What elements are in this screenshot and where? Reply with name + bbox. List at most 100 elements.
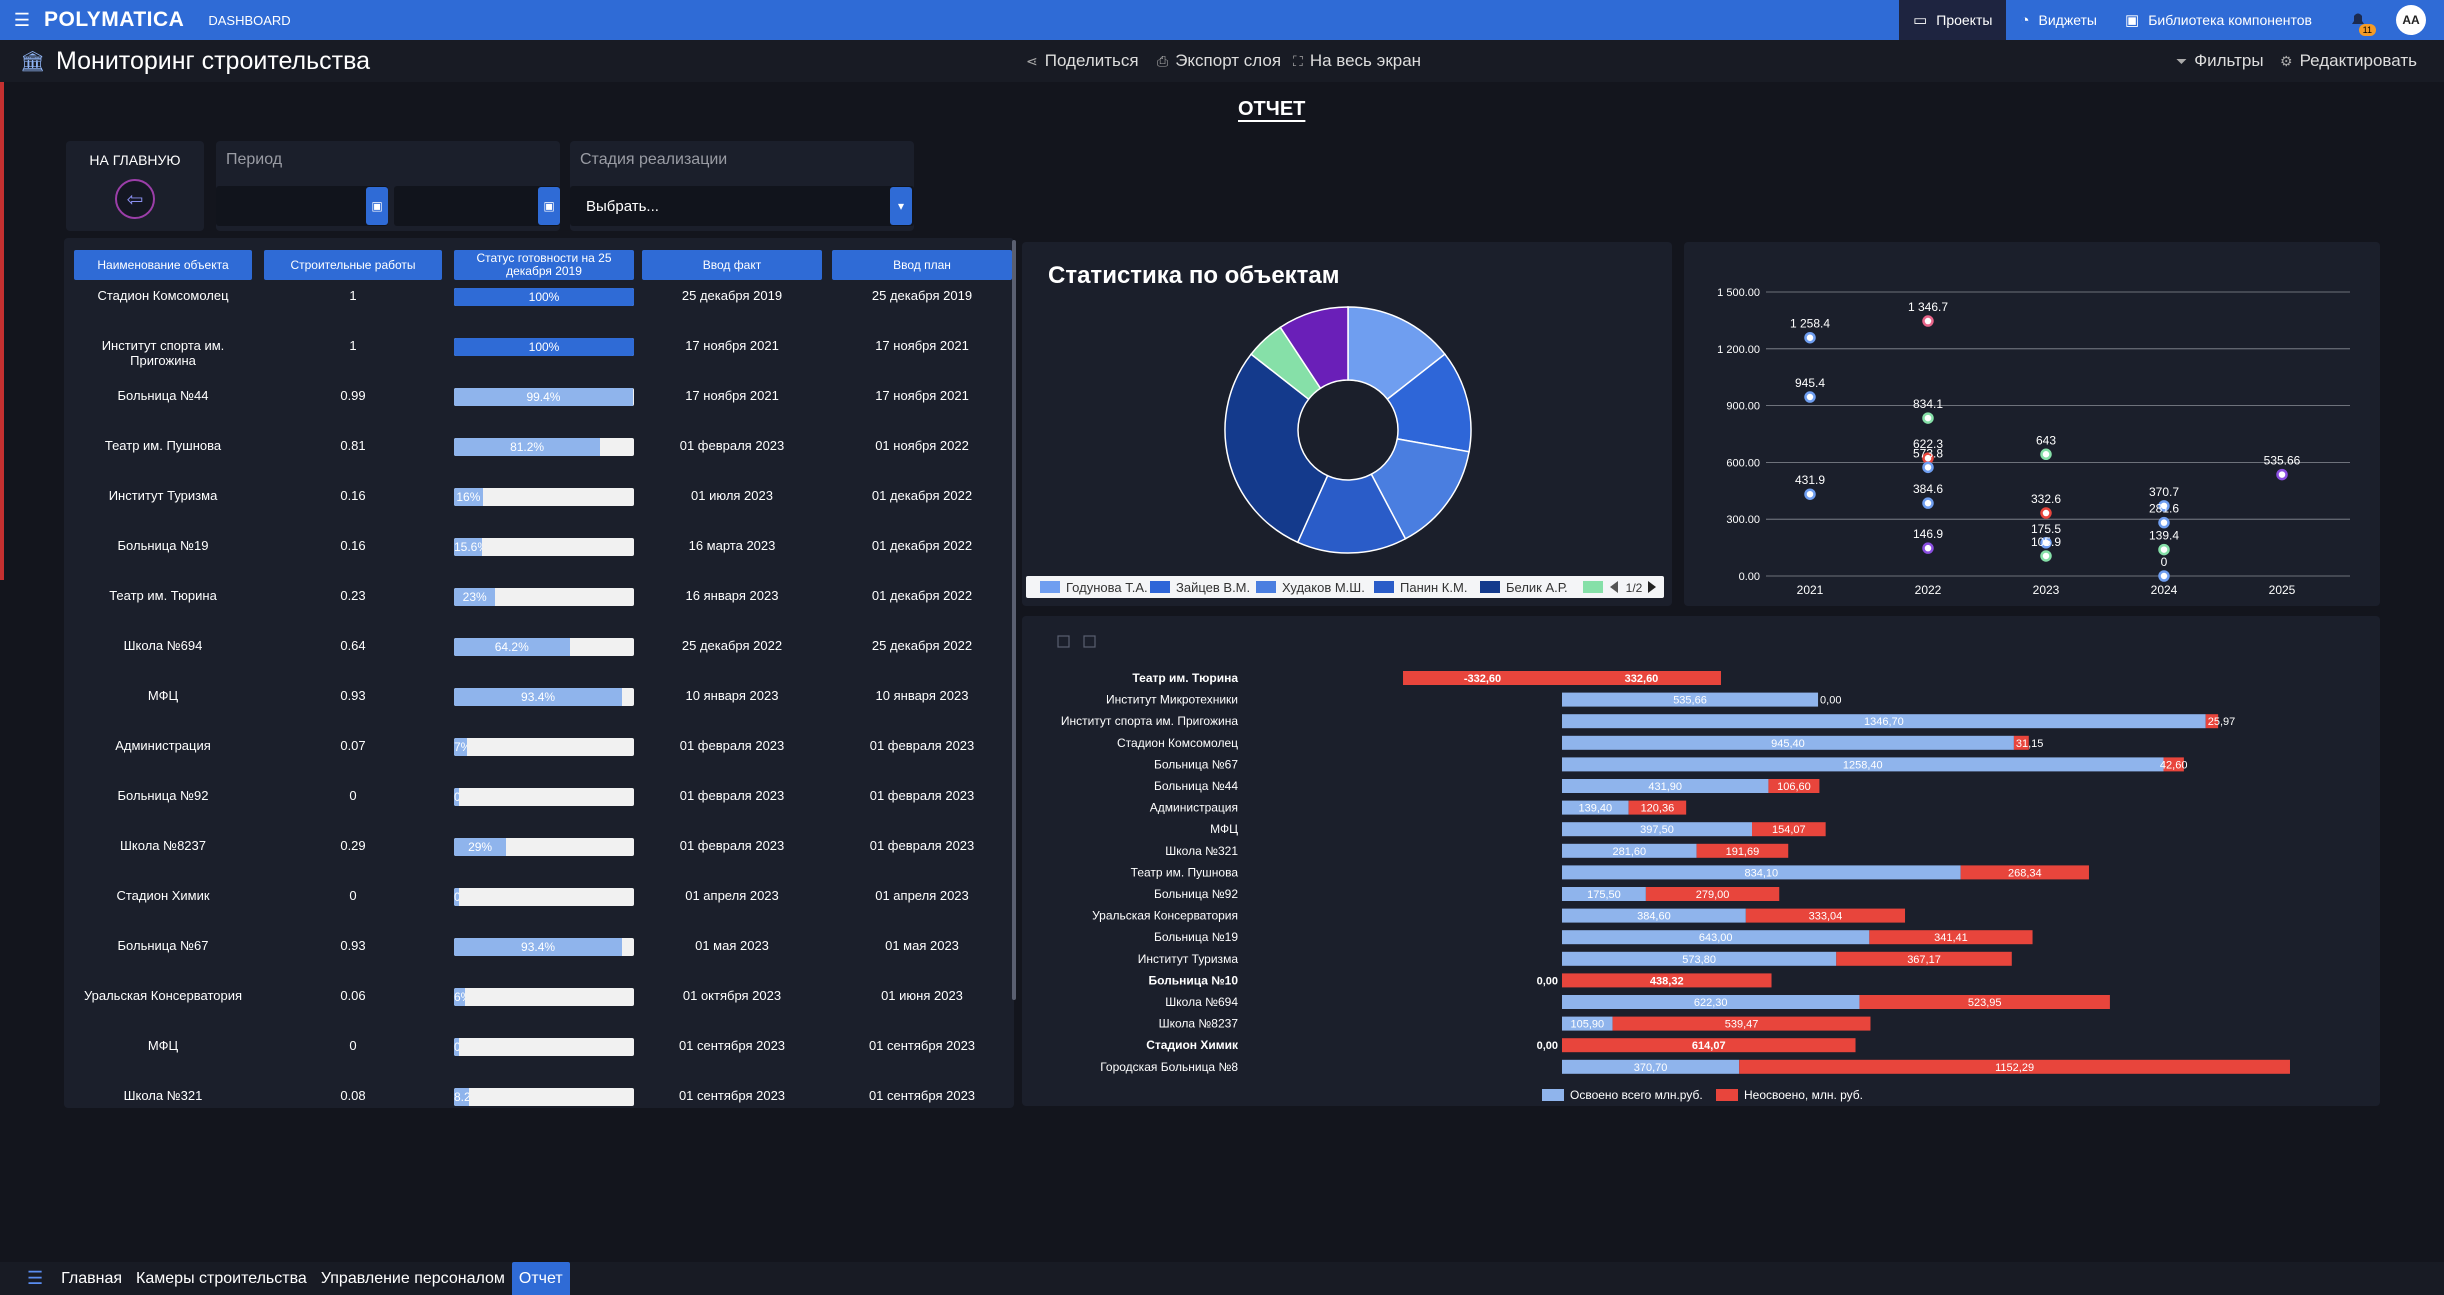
nav-projects[interactable]: ▭ Проекты: [1899, 0, 2007, 40]
table-row[interactable]: Стадион Комсомолец 1 25 декабря 2019 25 дек…: [64, 284, 1014, 334]
cell-fact: 01 октября 2023: [682, 988, 782, 1003]
fullscreen-button[interactable]: ⛶ На весь экран: [1293, 51, 1421, 71]
calendar-icon[interactable]: ▣: [366, 187, 388, 225]
cell-work: 0: [349, 1038, 357, 1053]
bar-segment-mastered: [1562, 735, 2014, 750]
avatar[interactable]: AA: [2396, 5, 2426, 35]
bar-value-label: 614,07: [1692, 1040, 1726, 1052]
building-icon: 🏛: [20, 51, 46, 73]
table-row[interactable]: Администрация 0.07 01 февраля 2023 01 февра…: [64, 734, 1014, 784]
pie-slice: [1296, 473, 1407, 554]
legend-label: Зайцев В.М.: [1176, 580, 1250, 595]
cell-name: Больница №67: [117, 938, 209, 953]
arrow-left-icon[interactable]: ⇦: [115, 179, 155, 219]
table-row[interactable]: МФЦ 0.93 10 января 2023 10 января 2023 93.4%: [64, 684, 1014, 734]
cell-fact: 01 февраля 2023: [679, 788, 785, 803]
nav-widgets-label: Виджеты: [2038, 12, 2098, 28]
legend-label: Неосвоено, млн. руб.: [1744, 1088, 1863, 1102]
scatter-point: [1922, 461, 1934, 474]
table-row[interactable]: МФЦ 0 01 сентября 2023 01 сентября 2023 0%: [64, 1034, 1014, 1084]
col-header-name[interactable]: Наименование объекта: [74, 250, 252, 280]
progress-bar: 93.4%: [454, 688, 634, 706]
bar-segment-mastered: [1562, 951, 1837, 966]
cell-work: 0.93: [340, 938, 366, 953]
cell-plan: 01 декабря 2022: [871, 538, 973, 553]
share-button[interactable]: ⋖ Поделиться: [1026, 51, 1139, 71]
nav-library[interactable]: ▣ Библиотека компонентов: [2111, 0, 2326, 40]
point-label: 139.4: [2149, 529, 2179, 543]
table-row[interactable]: Больница №19 0.16 16 марта 2023 01 декабря …: [64, 534, 1014, 584]
tab-personnel[interactable]: Управление персоналом: [320, 1270, 505, 1287]
progress-bar: 8.2%: [454, 1088, 634, 1106]
filters-button[interactable]: ⏷ Фильтры: [2176, 51, 2264, 71]
bar-segment-mastered: [1562, 757, 2164, 772]
cell-plan: 01 февраля 2023: [869, 838, 975, 853]
scatter-chart: 0.00 300.00 600.00 900.00 1 200.00 1 500.00 20…: [1717, 287, 2350, 597]
notifications-button[interactable]: 11: [2344, 6, 2376, 36]
cell-work: 0: [349, 888, 357, 903]
y-tick-label: 0.00: [1739, 571, 1760, 583]
category-label: Больница №67: [1154, 757, 1238, 771]
tab-home[interactable]: Главная: [61, 1270, 123, 1287]
chevron-down-icon[interactable]: ▾: [890, 187, 912, 225]
cell-plan: 01 февраля 2023: [869, 788, 975, 803]
nav-widgets[interactable]: ◔ Виджеты: [2006, 0, 2111, 40]
table-row[interactable]: Уральская Консерватория 0.06 01 октября 20…: [64, 984, 1014, 1034]
table-row[interactable]: Школа №8237 0.29 01 февраля 2023 01 февраля…: [64, 834, 1014, 884]
bar-segment-mastered: [1562, 800, 1629, 815]
bar-value-label: 332,60: [1625, 673, 1659, 685]
bar-value-label: 31,15: [2016, 738, 2044, 750]
cell-name: Институт Туризма: [108, 488, 218, 503]
table-row[interactable]: Театр им. Пушнова 0.81 01 февраля 2023 01 н…: [64, 434, 1014, 484]
scatter-point: [1922, 315, 1934, 327]
nav-library-label: Библиотека компонентов: [2148, 12, 2312, 28]
filters-label: Фильтры: [2194, 51, 2264, 70]
bar-value-label: 333,04: [1809, 911, 1843, 923]
table-row[interactable]: Больница №92 0 01 февраля 2023 01 февраля 2…: [64, 784, 1014, 834]
tab-cameras[interactable]: Камеры строительства: [136, 1270, 307, 1287]
cell-fact: 01 июля 2023: [691, 488, 773, 503]
export-button[interactable]: ⎙ Экспорт слоя: [1157, 51, 1281, 71]
col-header-plan[interactable]: Ввод план: [832, 250, 1012, 280]
table-row[interactable]: Стадион Химик 0 01 апреля 2023 01 апреля 20…: [64, 884, 1014, 934]
cell-plan: 01 декабря 2022: [871, 588, 973, 603]
edit-button[interactable]: ⚙ Редактировать: [2280, 51, 2417, 71]
table-row[interactable]: Институт Туризма 0.16 01 июля 2023 01 декаб…: [64, 484, 1014, 534]
y-tick-label: 900.00: [1726, 401, 1760, 413]
progress-bar: 0%: [454, 1038, 634, 1056]
table-row[interactable]: Институт спорта им. Пригожина 1 17 ноября …: [64, 334, 1014, 384]
progress-fill: 23%: [454, 588, 496, 606]
tab-report[interactable]: Отчет: [511, 1262, 570, 1295]
calendar-icon[interactable]: ▣: [538, 187, 560, 225]
bar-segment-mastered: [1562, 714, 2206, 729]
col-header-work[interactable]: Строительные работы: [264, 250, 442, 280]
stage-select[interactable]: Выбрать...: [570, 186, 914, 226]
category-label: МФЦ: [1210, 822, 1238, 836]
table-row[interactable]: Больница №44 0.99 17 ноября 2021 17 ноября …: [64, 384, 1014, 434]
table-row[interactable]: Больница №67 0.93 01 мая 2023 01 мая 2023 93…: [64, 934, 1014, 984]
home-card[interactable]: НА ГЛАВНУЮ ⇦: [66, 141, 204, 231]
col-header-fact[interactable]: Ввод факт: [642, 250, 822, 280]
table-row[interactable]: Школа №321 0.08 01 сентября 2023 01 сентябр…: [64, 1084, 1014, 1108]
legend-swatch: [1542, 1089, 1564, 1101]
point-label: 146.9: [1913, 527, 1943, 541]
fullscreen-icon: ⛶: [1293, 52, 1303, 69]
table-row[interactable]: Театр им. Тюрина 0.23 16 января 2023 01 дек…: [64, 584, 1014, 634]
bar-value-label: 139,40: [1578, 803, 1612, 815]
cell-work: 0.06: [340, 988, 366, 1003]
period-to-input[interactable]: [394, 186, 560, 226]
table-row[interactable]: Школа №694 0.64 25 декабря 2022 25 декабря …: [64, 634, 1014, 684]
bar-segment-mastered: [1562, 779, 1769, 793]
legend-swatch: [1040, 581, 1060, 593]
col-header-status[interactable]: Статус готовности на 25 декабря 2019: [454, 250, 634, 280]
point-label: 535.66: [2264, 454, 2301, 468]
table-scrollbar[interactable]: [1012, 240, 1016, 1000]
hamburger-icon[interactable]: ☰: [27, 1268, 44, 1288]
category-label: Администрация: [1150, 801, 1238, 815]
hamburger-icon[interactable]: ☰: [13, 9, 31, 30]
scatter-point: [1922, 497, 1934, 509]
point-label: 332.6: [2031, 492, 2061, 506]
progress-fill: 6%: [454, 988, 465, 1006]
cell-name: Администрация: [115, 738, 211, 753]
period-from-input[interactable]: [216, 186, 388, 226]
